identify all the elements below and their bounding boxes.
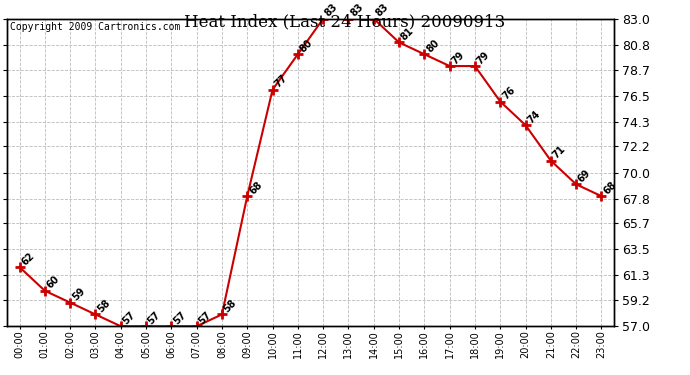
Text: 76: 76 (500, 85, 517, 102)
Text: 69: 69 (576, 168, 593, 184)
Text: 74: 74 (526, 109, 542, 125)
Text: 83: 83 (348, 2, 365, 19)
Text: 57: 57 (121, 310, 137, 326)
Text: 62: 62 (19, 251, 36, 267)
Text: 77: 77 (273, 73, 289, 90)
Text: 81: 81 (399, 26, 416, 42)
Text: 80: 80 (298, 38, 315, 54)
Text: 71: 71 (551, 144, 567, 160)
Text: 68: 68 (247, 180, 264, 196)
Text: 68: 68 (602, 180, 618, 196)
Text: 58: 58 (95, 298, 112, 314)
Text: 79: 79 (475, 50, 491, 66)
Text: 83: 83 (374, 2, 391, 19)
Text: 79: 79 (450, 50, 466, 66)
Text: 59: 59 (70, 286, 87, 303)
Text: 60: 60 (45, 274, 61, 291)
Text: 57: 57 (146, 310, 163, 326)
Text: Copyright 2009 Cartronics.com: Copyright 2009 Cartronics.com (10, 22, 180, 32)
Text: 58: 58 (222, 298, 239, 314)
Text: 57: 57 (197, 310, 213, 326)
Text: 80: 80 (424, 38, 441, 54)
Text: 57: 57 (171, 310, 188, 326)
Text: 83: 83 (323, 2, 340, 19)
Text: Heat Index (Last 24 Hours) 20090913: Heat Index (Last 24 Hours) 20090913 (184, 13, 506, 30)
